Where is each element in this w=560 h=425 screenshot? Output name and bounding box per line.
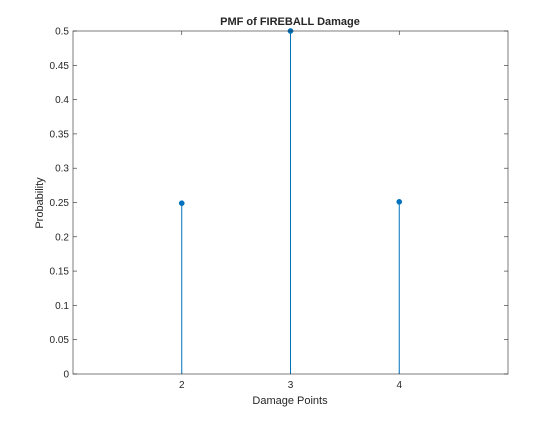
- y-tick-label: 0.4: [55, 95, 69, 106]
- y-tick-label: 0.3: [55, 164, 69, 175]
- y-tick-label: 0.45: [50, 61, 70, 72]
- stem-marker: [396, 198, 403, 205]
- y-tick-label: 0.1: [55, 301, 69, 312]
- stem-marker: [178, 200, 185, 207]
- y-tick-label: 0.15: [50, 267, 70, 278]
- y-tick-label: 0.5: [55, 27, 69, 38]
- y-axis-label: Probability: [34, 177, 46, 229]
- x-tick-label: 2: [179, 380, 185, 391]
- y-tick-label: 0: [63, 370, 69, 381]
- axes-box: [72, 30, 509, 375]
- ticks-layer: 0 0.05 0.1 0.15 0.2 0.25 0.3 0.35 0.4 0.45 0.5 2 3 4: [50, 27, 508, 391]
- chart-title: PMF of FIREBALL Damage: [220, 16, 360, 28]
- x-axis-label: Damage Points: [252, 395, 328, 407]
- y-tick-label: 0.35: [50, 129, 70, 140]
- x-tick-label: 3: [288, 380, 294, 391]
- x-tick-label: 4: [396, 380, 402, 391]
- y-tick-label: 0.05: [50, 335, 70, 346]
- y-tick-label: 0.25: [50, 198, 70, 209]
- y-tick-label: 0.2: [55, 232, 69, 243]
